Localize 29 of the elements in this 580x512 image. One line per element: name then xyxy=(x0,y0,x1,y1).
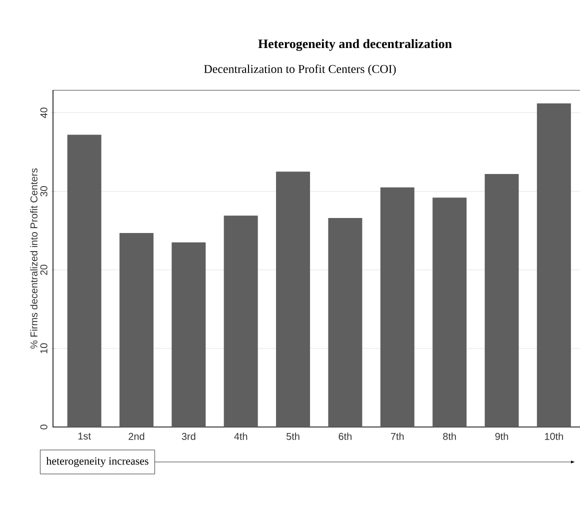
chart-title: Heterogeneity and decentralization xyxy=(258,39,452,51)
text: heterogeneity increases xyxy=(46,457,148,467)
y-tick-label: 40 xyxy=(40,108,48,118)
bar xyxy=(484,174,519,427)
bar xyxy=(172,242,206,427)
x-tick-label: 10th xyxy=(544,432,563,440)
y-tick-label: 0 xyxy=(40,424,48,430)
y-tick-label: 20 xyxy=(40,264,48,275)
x-tick-label: 4th xyxy=(234,432,248,440)
x-tick-label: 6th xyxy=(338,432,352,440)
bar xyxy=(224,216,258,427)
y-tick-label: 30 xyxy=(40,186,48,196)
x-tick-label: 2nd xyxy=(128,432,144,440)
x-tick-label: 7th xyxy=(390,432,404,440)
bar xyxy=(536,103,571,427)
bar xyxy=(67,134,102,427)
x-tick-label: 1st xyxy=(78,432,91,440)
bar xyxy=(328,218,362,427)
y-axis-title: % Firms decentralized into Profit Centers xyxy=(30,168,38,349)
y-tick-label: 10 xyxy=(40,343,48,354)
chart-subtitle: Decentralization to Profit Centers (COI) xyxy=(204,64,396,76)
x-tick-label: 3rd xyxy=(182,432,196,440)
x-tick-label: 9th xyxy=(495,432,508,440)
bar xyxy=(432,198,467,427)
bar xyxy=(276,172,310,427)
x-tick-label: 5th xyxy=(286,432,300,440)
x-tick-label: 8th xyxy=(443,432,456,440)
bar xyxy=(380,187,414,427)
bar xyxy=(119,232,154,427)
